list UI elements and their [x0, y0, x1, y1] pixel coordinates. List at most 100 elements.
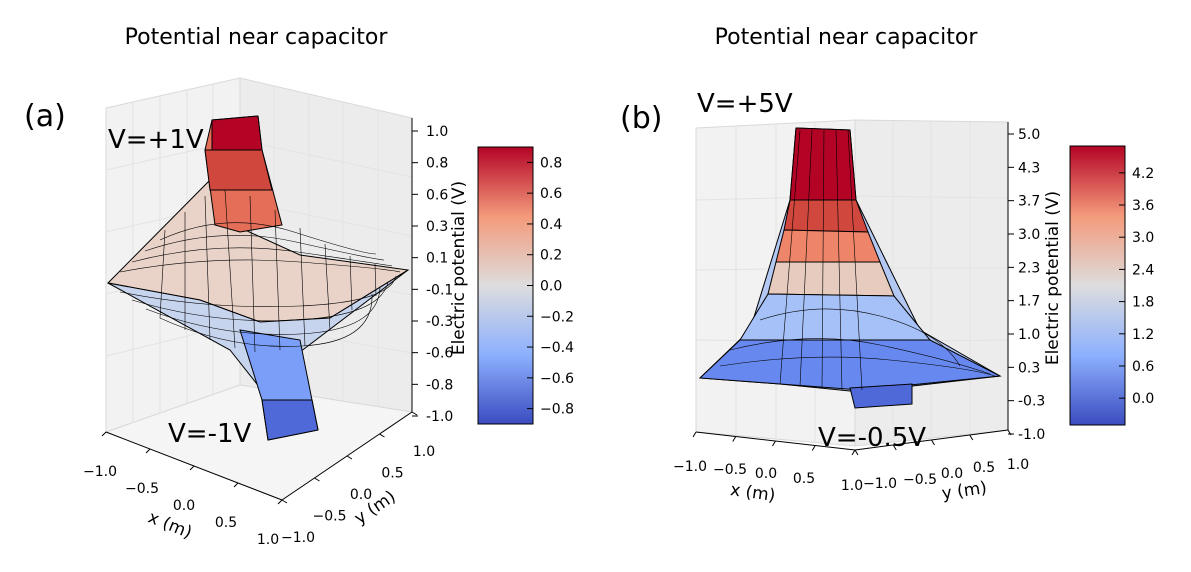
x-tick-label: −1.0: [673, 459, 707, 475]
x-tick-label: 0.0: [755, 466, 777, 482]
z-tick-label: 0.8: [426, 156, 448, 172]
colorbar-tick-label: −0.2: [540, 309, 574, 325]
z-tick-labels: 5.0 4.3 3.7 3.0 2.3 1.7 1.0 0.3 -0.3 -1.0: [1008, 127, 1045, 443]
y-tick: [969, 434, 974, 441]
colorbar-tick-label: 1.8: [1132, 295, 1154, 311]
z-tick-label: 0.3: [1018, 360, 1040, 376]
x-tick-label: 0.0: [173, 498, 195, 514]
x-tick: [277, 499, 283, 505]
z-tick-label: 2.3: [1018, 260, 1040, 276]
y-tick-label: 1.0: [1007, 457, 1029, 473]
y-tick-label: −0.5: [903, 472, 937, 488]
y-tick-label: 0.0: [941, 466, 963, 482]
y-tick-label: 1.0: [413, 444, 435, 460]
z-tick-label: 0.6: [426, 187, 448, 203]
z-tick-label: 1.0: [1018, 327, 1040, 343]
y-tick-label: −0.5: [313, 509, 347, 525]
y-tick-label: 0.0: [350, 487, 372, 503]
annotation-positive: V=+5V: [697, 89, 793, 119]
x-tick: [851, 449, 856, 456]
z-tick-label: -0.1: [426, 282, 453, 298]
colorbar-tick-label: 4.2: [1132, 166, 1154, 182]
positive-spike-band: [204, 149, 273, 191]
surface-mesh: [119, 189, 401, 353]
z-tick-label: 1.0: [426, 124, 448, 140]
z-tick-label: 3.0: [1018, 227, 1040, 243]
x-tick: [732, 436, 737, 442]
x-tick: [692, 431, 697, 438]
z-tick-label: -0.8: [426, 377, 453, 393]
colorbar-tick-label: −0.6: [540, 371, 574, 387]
colorbar-tick-label: 0.2: [540, 248, 562, 264]
colorbar-tick-label: 3.0: [1132, 230, 1154, 246]
x-tick-label: 0.5: [215, 515, 237, 531]
y-tick-label: 0.5: [381, 466, 403, 482]
surface-mesh: [719, 129, 996, 391]
x-tick-labels: −1.0 −0.5 0.0 0.5 1.0: [673, 431, 863, 494]
z-tick-label: -0.3: [426, 314, 453, 330]
colorbar-tick-label: 0.0: [540, 279, 562, 295]
y-tick: [379, 433, 385, 438]
colorbar: [1069, 145, 1126, 426]
z-tick-label: -0.6: [426, 346, 453, 362]
x-tick-label: −1.0: [83, 464, 117, 480]
z-tick-label: 5.0: [1018, 127, 1040, 143]
z-tick-label: 0.3: [426, 219, 448, 235]
x-tick-label: 0.5: [793, 471, 815, 487]
colorbar: [477, 146, 534, 425]
colorbar-tick-label: 0.8: [540, 155, 562, 171]
y-tick-label: 0.5: [973, 460, 995, 476]
x-tick: [189, 465, 195, 471]
panel-b: Potential near capacitor (b): [620, 25, 1154, 506]
x-tick: [811, 445, 816, 451]
negative-plate: [849, 383, 913, 409]
z-tick-label: 3.7: [1018, 194, 1040, 210]
y-tick-label: −1.0: [863, 476, 897, 492]
z-tick-label: -1.0: [426, 409, 453, 425]
x-tick-label: 1.0: [257, 532, 279, 548]
x-tick-labels: −1.0 −0.5 0.0 0.5 1.0: [83, 431, 283, 548]
z-tick-label: -1.0: [1018, 427, 1045, 443]
positive-plate: [789, 127, 857, 201]
colorbar-tick-label: 2.4: [1132, 262, 1154, 278]
chart-title: Potential near capacitor: [125, 25, 389, 50]
x-tick-label: −0.5: [713, 462, 747, 478]
negative-plate: [261, 399, 319, 441]
z-tick-label: 0.1: [426, 251, 448, 267]
panel-label: (a): [24, 99, 66, 134]
chart-title: Potential near capacitor: [715, 25, 979, 50]
y-tick: [854, 449, 859, 456]
y-tick-labels: −1.0 −0.50.0 0.5 1.0: [281, 411, 435, 546]
colorbar-tick-label: 3.6: [1132, 198, 1154, 214]
panel-label: (b): [620, 101, 662, 136]
positive-plate: [211, 115, 263, 151]
x-tick: [233, 482, 239, 488]
z-tick-labels: 1.0 0.8 0.6 0.3 0.1 -0.1 -0.3 -0.6 -0.8 -1.0: [412, 124, 453, 425]
x-tick-label: 1.0: [841, 478, 863, 494]
x-tick-label: −0.5: [125, 481, 159, 497]
annotation-negative: V=-0.5V: [818, 423, 926, 453]
y-tick: [411, 411, 418, 416]
colorbar-tick-label: 0.0: [1132, 391, 1154, 407]
colorbar-tick-label: 0.6: [540, 186, 562, 202]
x-tick: [145, 448, 151, 454]
y-tick: [892, 444, 897, 451]
y-tick: [281, 499, 288, 504]
x-tick: [101, 431, 107, 437]
colorbar-ticks: 0.8 0.6 0.4 0.2 0.0 −0.2 −0.4 −0.6 −0.8: [527, 155, 574, 418]
annotation-negative: V=-1V: [168, 419, 251, 449]
band-5: [698, 339, 1002, 391]
y-tick: [931, 439, 935, 446]
x-axis-label: x (m): [729, 480, 777, 506]
colorbar-tick-label: 0.6: [1132, 359, 1154, 375]
colorbar-tick-label: −0.4: [540, 340, 574, 356]
z-tick-label: -0.3: [1018, 394, 1045, 410]
y-tick: [314, 477, 320, 482]
x-tick: [772, 440, 776, 447]
z-tick-label: 1.7: [1018, 294, 1040, 310]
panel-a: Potential near capacitor (a): [24, 25, 574, 548]
colorbar-tick-label: 0.4: [540, 217, 562, 233]
y-tick: [1007, 429, 1012, 436]
